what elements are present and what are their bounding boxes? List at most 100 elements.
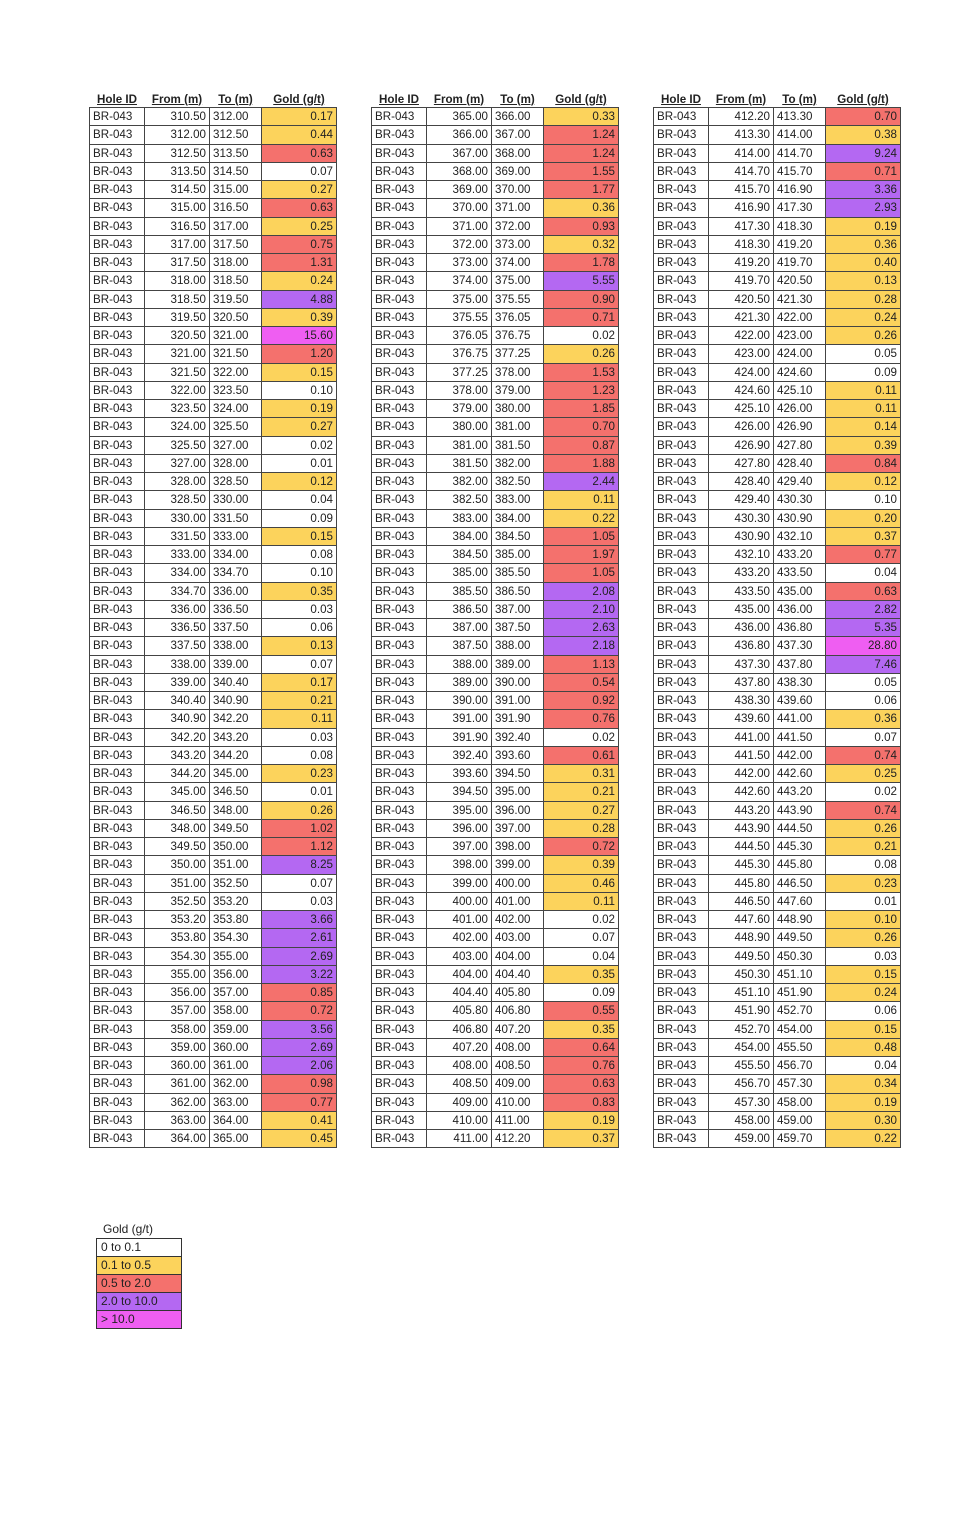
cell-gold: 0.27: [261, 417, 337, 437]
cell-gold: 0.30: [825, 1110, 901, 1131]
cell-from: 398.00: [426, 855, 492, 875]
table-row: BR-043 450.30 451.10 0.15: [653, 964, 901, 985]
cell-to: 374.00: [491, 252, 544, 273]
cell-to: 435.00: [773, 581, 826, 601]
cell-gold: 5.35: [825, 617, 901, 638]
table-row: BR-043 380.00 381.00 0.70: [371, 417, 619, 437]
cell-from: 443.20: [708, 800, 774, 820]
cell-to: 383.00: [491, 490, 544, 510]
cell-to: 351.00: [209, 855, 262, 875]
table-row: BR-043 390.00 391.00 0.92: [371, 690, 619, 711]
cell-gold: 0.03: [261, 891, 337, 912]
cell-to: 380.00: [491, 398, 544, 419]
cell-from: 424.00: [708, 362, 774, 382]
cell-to: 430.30: [773, 490, 826, 510]
cell-hole-id: BR-043: [371, 727, 427, 747]
cell-from: 315.00: [144, 198, 210, 218]
table-row: BR-043 384.50 385.00 1.97: [371, 544, 619, 565]
cell-gold: 8.25: [261, 855, 337, 875]
cell-hole-id: BR-043: [371, 836, 427, 857]
cell-to: 451.90: [773, 982, 826, 1003]
cell-to: 346.50: [209, 782, 262, 802]
cell-to: 385.50: [491, 563, 544, 583]
table-row: BR-043 413.30 414.00 0.38: [653, 125, 901, 145]
cell-to: 384.00: [491, 508, 544, 528]
cell-to: 390.00: [491, 672, 544, 693]
cell-hole-id: BR-043: [89, 636, 145, 656]
legend-title: Gold (g/t): [103, 1222, 154, 1236]
cell-from: 312.00: [144, 125, 210, 145]
header-gold: Gold (g/t): [555, 92, 607, 106]
cell-to: 415.70: [773, 161, 826, 182]
cell-to: 339.00: [209, 654, 262, 674]
table-row: BR-043 458.00 459.00 0.30: [653, 1110, 901, 1131]
cell-gold: 0.17: [261, 672, 337, 693]
cell-hole-id: BR-043: [653, 745, 709, 766]
cell-hole-id: BR-043: [653, 289, 709, 309]
cell-gold: 0.21: [825, 836, 901, 857]
cell-hole-id: BR-043: [653, 782, 709, 802]
cell-gold: 2.08: [543, 581, 619, 601]
cell-gold: 0.35: [261, 581, 337, 601]
cell-from: 422.00: [708, 325, 774, 346]
cell-gold: 0.36: [543, 198, 619, 218]
cell-to: 425.10: [773, 380, 826, 401]
cell-hole-id: BR-043: [371, 471, 427, 492]
table-row: BR-043 351.00 352.50 0.07: [89, 873, 337, 893]
cell-hole-id: BR-043: [371, 453, 427, 474]
cell-hole-id: BR-043: [371, 928, 427, 948]
cell-to: 375.00: [491, 271, 544, 291]
table-row: BR-043 382.50 383.00 0.11: [371, 490, 619, 510]
cell-gold: 0.02: [825, 782, 901, 802]
cell-hole-id: BR-043: [653, 891, 709, 912]
cell-from: 396.00: [426, 818, 492, 839]
cell-hole-id: BR-043: [89, 398, 145, 419]
table-row: BR-043 410.00 411.00 0.19: [371, 1110, 619, 1131]
cell-from: 443.90: [708, 818, 774, 839]
table-row: BR-043 350.00 351.00 8.25: [89, 855, 337, 875]
cell-hole-id: BR-043: [371, 380, 427, 401]
cell-to: 424.60: [773, 362, 826, 382]
cell-to: 399.00: [491, 855, 544, 875]
cell-gold: 3.36: [825, 179, 901, 200]
cell-hole-id: BR-043: [371, 252, 427, 273]
cell-from: 414.00: [708, 143, 774, 163]
cell-from: 426.00: [708, 417, 774, 437]
cell-gold: 2.69: [261, 1037, 337, 1058]
cell-to: 451.10: [773, 964, 826, 985]
cell-to: 436.00: [773, 599, 826, 620]
table-row: BR-043 428.40 429.40 0.12: [653, 471, 901, 492]
cell-hole-id: BR-043: [371, 1019, 427, 1039]
table-row: BR-043 441.00 441.50 0.07: [653, 727, 901, 747]
table-row: BR-043 330.00 331.50 0.09: [89, 508, 337, 528]
header-hole-id: Hole ID: [661, 92, 701, 106]
cell-from: 320.50: [144, 325, 210, 346]
cell-from: 355.00: [144, 964, 210, 985]
cell-gold: 0.75: [261, 234, 337, 255]
cell-from: 430.90: [708, 526, 774, 547]
cell-to: 340.40: [209, 672, 262, 693]
cell-gold: 0.41: [261, 1110, 337, 1131]
cell-gold: 0.12: [261, 471, 337, 492]
table-row: BR-043 344.20 345.00 0.23: [89, 763, 337, 784]
cell-gold: 0.71: [825, 161, 901, 182]
cell-gold: 1.05: [543, 563, 619, 583]
table-row: BR-043 426.90 427.80 0.39: [653, 435, 901, 455]
cell-to: 350.00: [209, 836, 262, 857]
cell-hole-id: BR-043: [371, 143, 427, 163]
table-row: BR-043 411.00 412.20 0.37: [371, 1128, 619, 1149]
cell-gold: 3.66: [261, 909, 337, 930]
cell-to: 377.25: [491, 344, 544, 364]
cell-from: 418.30: [708, 234, 774, 255]
cell-hole-id: BR-043: [653, 271, 709, 291]
cell-from: 318.50: [144, 289, 210, 309]
cell-to: 386.50: [491, 581, 544, 601]
cell-hole-id: BR-043: [89, 891, 145, 912]
table-row: BR-043 313.50 314.50 0.07: [89, 161, 337, 182]
cell-hole-id: BR-043: [89, 271, 145, 291]
cell-hole-id: BR-043: [653, 964, 709, 985]
cell-hole-id: BR-043: [89, 179, 145, 200]
table-row: BR-043 449.50 450.30 0.03: [653, 946, 901, 966]
cell-gold: 0.54: [543, 672, 619, 693]
cell-hole-id: BR-043: [89, 1001, 145, 1021]
